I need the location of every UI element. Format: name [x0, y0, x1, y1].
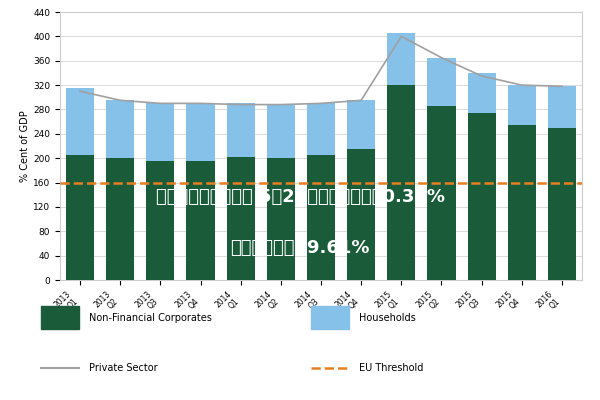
Text: Non-Financial Corporates: Non-Financial Corporates — [89, 313, 212, 322]
Private Sector — [76, 89, 83, 94]
Bar — [187, 161, 215, 280]
Bar — [427, 106, 455, 280]
Bar — [307, 155, 335, 280]
Bar — [467, 73, 496, 112]
Bar — [548, 86, 576, 128]
Bar — [66, 155, 94, 280]
Bar — [347, 149, 375, 280]
Bar — [267, 158, 295, 280]
Private Sector — [157, 101, 164, 106]
Private Sector — [518, 83, 526, 88]
Bar — [227, 157, 255, 280]
Bar — [387, 33, 415, 85]
Bar — [187, 103, 215, 161]
Bar — [508, 85, 536, 125]
Bar — [267, 104, 295, 158]
Private Sector — [559, 84, 566, 89]
Text: Households: Households — [359, 313, 416, 322]
Text: Private Sector: Private Sector — [89, 363, 158, 373]
Private Sector — [398, 34, 405, 39]
Private Sector — [197, 101, 204, 106]
EU Threshold — [116, 180, 124, 185]
Private Sector — [116, 98, 124, 103]
Private Sector — [438, 55, 445, 60]
Bar — [311, 306, 349, 329]
Bar — [146, 161, 175, 280]
Line: Private Sector: Private Sector — [80, 36, 562, 104]
Bar — [41, 306, 79, 329]
Private Sector — [317, 101, 325, 106]
Bar — [387, 85, 415, 280]
Bar — [548, 128, 576, 280]
Bar — [106, 100, 134, 158]
Private Sector — [478, 74, 485, 78]
Y-axis label: % Cent of GDP: % Cent of GDP — [20, 110, 30, 182]
Bar — [427, 58, 455, 106]
Text: EU Threshold: EU Threshold — [359, 363, 424, 373]
Bar — [467, 112, 496, 280]
Text: 信任的炒股怎样融资 5月22日利元转债上涨0.33%: 信任的炒股怎样融资 5月22日利元转债上涨0.33% — [155, 188, 445, 206]
Bar — [508, 125, 536, 280]
Bar — [307, 103, 335, 155]
Bar — [227, 103, 255, 157]
EU Threshold — [76, 180, 83, 185]
Private Sector — [277, 102, 284, 107]
Text: ，转股溢价率69.61%: ，转股溢价率69.61% — [230, 239, 370, 257]
Private Sector — [358, 98, 365, 103]
Bar — [66, 88, 94, 155]
Bar — [146, 103, 175, 161]
Private Sector — [237, 102, 244, 107]
Bar — [106, 158, 134, 280]
Bar — [347, 100, 375, 149]
